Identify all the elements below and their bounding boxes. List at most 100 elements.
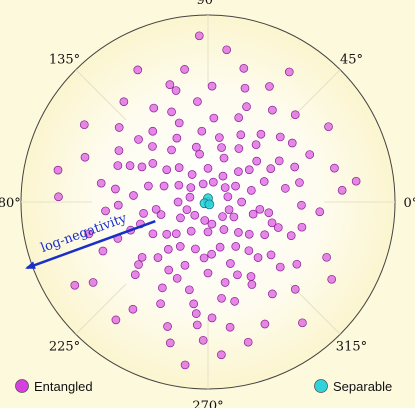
entangled-point-107: [224, 205, 234, 215]
entangled-point-9: [119, 97, 129, 107]
angle-tick-label-6: 270°: [192, 399, 223, 408]
entangled-point-114: [290, 162, 300, 172]
entangled-point-24: [98, 246, 108, 256]
entangled-point-62: [144, 181, 153, 191]
entangled-point-119: [134, 260, 143, 269]
entangled-point-61: [252, 156, 262, 166]
entangled-point-165: [207, 249, 216, 259]
entangled-point-136: [198, 335, 208, 345]
entangled-point-148: [137, 162, 147, 172]
entangled-point-120: [275, 262, 285, 272]
entangled-point-53: [246, 272, 256, 281]
entangled-point-85: [203, 163, 213, 173]
entangled-point-139: [209, 113, 219, 123]
entangled-point-45: [274, 156, 284, 166]
entangled-point-8: [268, 105, 277, 115]
entangled-point-115: [113, 200, 123, 210]
entangled-point-137: [243, 337, 253, 347]
entangled-point-13: [287, 138, 297, 148]
entangled-point-144: [148, 126, 158, 136]
entangled-point-95: [219, 225, 229, 234]
entangled-point-72: [203, 268, 213, 278]
legend: Entangled Separable: [15, 379, 392, 394]
entangled-point-33: [260, 319, 270, 329]
angle-tick-label-2: 90°: [196, 0, 219, 8]
entangled-point-168: [171, 86, 181, 95]
entangled-point-4: [165, 80, 175, 89]
angle-tick-label-4: 180°: [0, 196, 21, 211]
entangled-point-74: [219, 153, 229, 163]
entangled-point-68: [163, 244, 173, 254]
entangled-point-108: [207, 219, 217, 229]
entangled-point-83: [191, 244, 200, 254]
entangled-point-152: [151, 204, 161, 214]
entangled-point-42: [148, 142, 157, 151]
entangled-point-6: [265, 82, 274, 91]
entangled-point-43: [251, 140, 261, 150]
entangled-point-31: [268, 289, 277, 299]
entangled-point-50: [137, 252, 147, 262]
angle-line-1: [289, 69, 341, 121]
entangled-point-110: [242, 102, 251, 111]
entangled-point-143: [236, 130, 246, 140]
entangled-point-65: [264, 208, 274, 218]
entangled-point-78: [247, 186, 256, 195]
entangled-point-22: [84, 229, 94, 239]
entangled-point-167: [207, 313, 217, 323]
entangled-point-113: [113, 161, 123, 170]
entangled-point-57: [215, 133, 224, 142]
entangled-point-84: [215, 242, 225, 252]
entangled-point-2: [180, 65, 189, 74]
entangled-point-90: [173, 197, 183, 207]
entangled-point-10: [114, 123, 124, 132]
entangled-point-100: [223, 192, 233, 202]
angle-line-3: [75, 69, 127, 121]
entangled-point-151: [295, 178, 304, 187]
angle-line-7: [289, 283, 341, 335]
entangled-point-159: [253, 253, 263, 262]
entangled-point-12: [114, 146, 124, 155]
entangled-point-129: [53, 165, 63, 175]
angle-tick-label-0: 0°: [404, 196, 415, 211]
entangled-point-26: [88, 278, 98, 287]
entangled-point-138: [193, 97, 202, 106]
entangled-point-37: [217, 350, 226, 360]
entangled-point-135: [163, 322, 172, 331]
entangled-point-88: [174, 180, 184, 190]
entangled-point-5: [207, 81, 217, 91]
entangled-point-111: [134, 135, 143, 144]
entangled-point-23: [297, 222, 307, 232]
entangled-point-157: [244, 229, 254, 239]
entangled-point-28: [130, 270, 140, 280]
legend-label-entangled: Entangled: [34, 379, 93, 394]
entangled-point-112: [275, 132, 285, 142]
entangled-point-104: [186, 183, 196, 192]
entangled-point-29: [290, 284, 300, 294]
entangled-point-145: [256, 129, 266, 139]
angle-tick-label-3: 135°: [49, 53, 80, 68]
entangled-point-125: [133, 65, 143, 75]
entangled-point-1: [222, 45, 232, 55]
entangled-point-96: [203, 227, 213, 237]
separable-points: [199, 193, 215, 210]
angle-reference-lines: [21, 15, 395, 389]
entangled-point-64: [139, 209, 148, 218]
entangled-point-39: [225, 322, 235, 332]
entangled-point-20: [101, 206, 110, 216]
entangled-point-82: [234, 228, 243, 237]
entangled-point-97: [198, 179, 208, 189]
entangled-point-156: [162, 229, 172, 239]
entangled-point-153: [255, 204, 265, 214]
entangled-point-102: [218, 212, 227, 221]
entangled-point-133: [111, 315, 121, 325]
entangled-point-11: [290, 110, 300, 120]
entangled-point-134: [298, 318, 307, 328]
entangled-point-147: [244, 165, 254, 175]
entangled-point-0: [194, 31, 204, 41]
entangled-point-132: [327, 274, 337, 284]
entangled-point-86: [187, 170, 197, 179]
angle-tick-label-1: 45°: [340, 53, 363, 68]
entangled-point-105: [220, 183, 230, 192]
entangled-point-103: [200, 216, 210, 225]
